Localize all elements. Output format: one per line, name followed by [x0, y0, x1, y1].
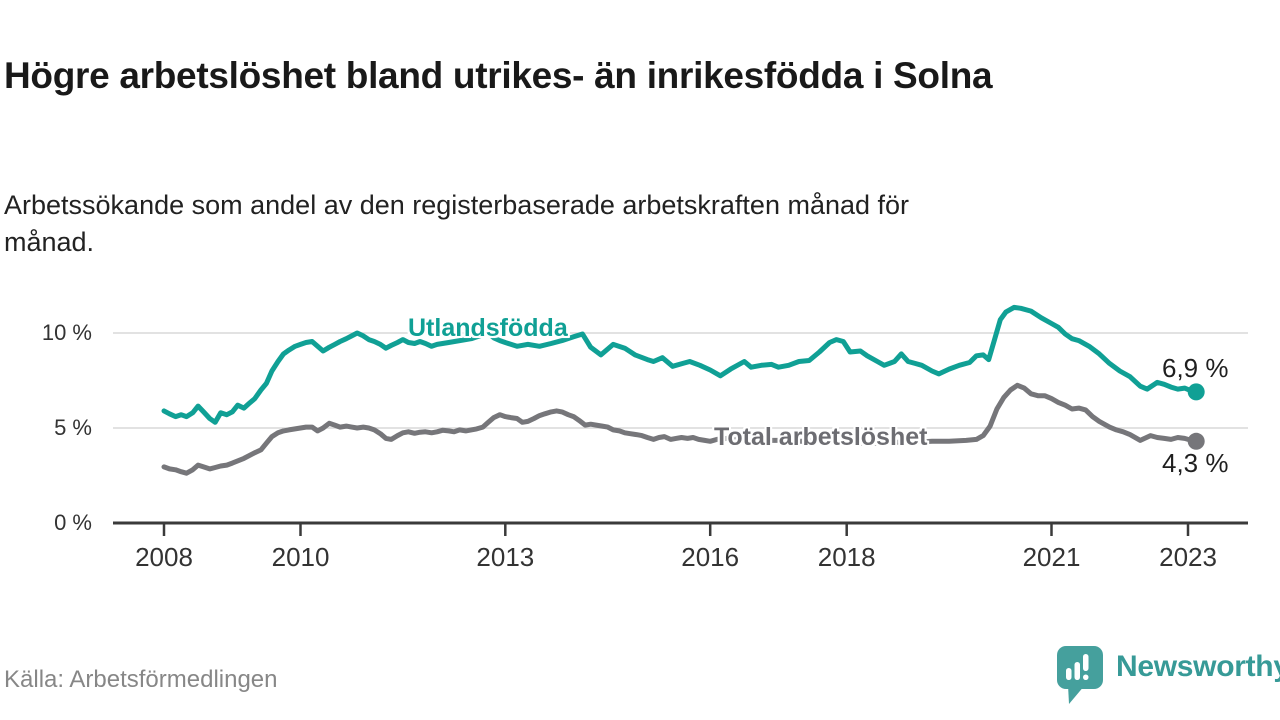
chart-subtitle: Arbetssökande som andel av den registerb…: [4, 190, 910, 257]
y-tick-label: 10 %: [41, 320, 92, 345]
x-tick-label: 2010: [271, 542, 330, 572]
y-tick-label: 0 %: [54, 510, 92, 535]
series-label-total-arbetsloshet: Total arbetslöshet: [714, 423, 928, 451]
x-tick-label: 2021: [1022, 542, 1081, 572]
x-tick-label: 2018: [817, 542, 876, 572]
newsworthy-wordmark: Newsworthy: [1116, 650, 1280, 683]
page-title: Högre arbetslöshet bland utrikes- än inr…: [4, 54, 993, 96]
series-label-utlandsfodda: Utlandsfödda: [408, 314, 568, 342]
end-value-utlandsfodda: 6,9 %: [1162, 353, 1229, 383]
source-caption: Källa: Arbetsförmedlingen: [4, 666, 278, 693]
y-tick-label: 5 %: [54, 415, 92, 440]
newsworthy-logo: Newsworthy: [1056, 645, 1280, 705]
x-tick-label: 2016: [681, 542, 740, 572]
x-tick-label: 2023: [1159, 542, 1217, 572]
newsworthy-bubble-chart-icon: [1057, 646, 1103, 704]
end-value-total: 4,3 %: [1162, 448, 1229, 478]
x-tick-label: 2008: [135, 542, 193, 572]
x-tick-label: 2013: [476, 542, 535, 572]
